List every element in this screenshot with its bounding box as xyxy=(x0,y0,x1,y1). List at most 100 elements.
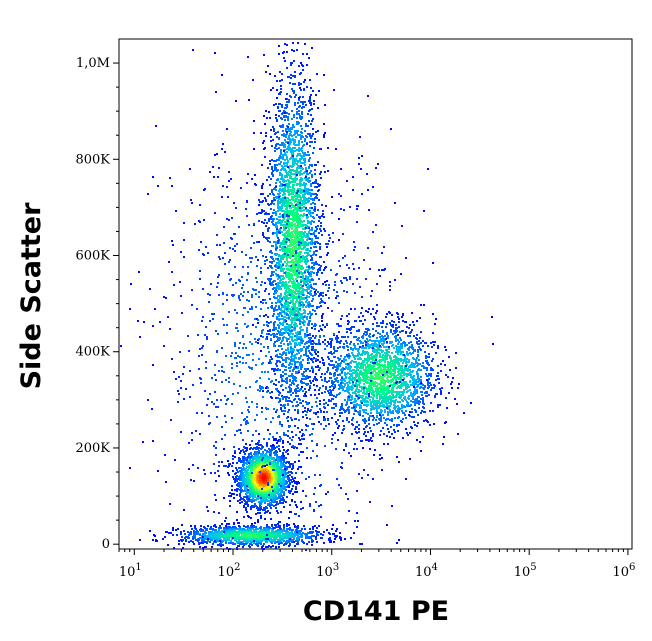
cell-event-point xyxy=(288,129,290,131)
cell-event-point xyxy=(239,495,241,497)
cell-event-point xyxy=(293,92,295,94)
cell-event-point xyxy=(305,301,307,303)
cell-event-point xyxy=(310,104,312,106)
cell-event-point xyxy=(306,154,308,156)
cell-event-point xyxy=(285,337,287,339)
cell-event-point xyxy=(239,489,241,491)
cell-event-point xyxy=(325,493,327,495)
cell-event-point xyxy=(271,368,273,370)
cell-event-point xyxy=(294,75,296,77)
cell-event-point xyxy=(302,200,304,202)
cell-event-point xyxy=(309,370,311,372)
cell-event-point xyxy=(313,193,315,195)
cell-event-point xyxy=(287,391,289,393)
cell-event-point xyxy=(317,209,319,211)
cell-event-point xyxy=(304,259,306,261)
cell-event-point xyxy=(293,280,295,282)
cell-event-point xyxy=(271,267,273,269)
cell-event-point xyxy=(274,488,276,490)
cell-event-point xyxy=(239,493,241,495)
cell-event-point xyxy=(315,179,317,181)
cell-event-point xyxy=(292,436,294,438)
cell-event-point xyxy=(325,294,327,296)
cell-event-point xyxy=(281,499,283,501)
cell-event-point xyxy=(267,167,269,169)
cell-event-point xyxy=(279,185,281,187)
cell-event-point xyxy=(240,467,242,469)
cell-event-point xyxy=(271,475,273,477)
cell-event-point xyxy=(298,286,300,288)
cell-event-point xyxy=(338,239,340,241)
cell-event-point xyxy=(309,279,311,281)
cell-event-point xyxy=(281,106,283,108)
cell-event-point xyxy=(314,169,316,171)
cell-event-point xyxy=(283,57,285,59)
cell-event-point xyxy=(290,148,292,150)
cell-event-point xyxy=(287,245,289,247)
cell-event-point xyxy=(273,313,275,315)
cell-event-point xyxy=(289,143,291,145)
cell-event-point xyxy=(241,475,243,477)
cell-event-point xyxy=(279,144,281,146)
cell-event-point xyxy=(278,318,280,320)
cell-event-point xyxy=(264,454,266,456)
cell-event-point xyxy=(309,98,311,100)
cell-event-point xyxy=(292,124,294,126)
cell-event-point xyxy=(294,491,296,493)
cell-event-point xyxy=(245,450,247,452)
cell-event-point xyxy=(302,69,304,71)
cell-event-point xyxy=(285,290,287,292)
cell-event-point xyxy=(295,278,297,280)
cell-event-point xyxy=(267,65,269,67)
cell-event-point xyxy=(303,220,305,222)
cell-event-point xyxy=(293,209,295,211)
cell-event-point xyxy=(290,511,292,513)
cell-event-point xyxy=(268,218,270,220)
cell-event-point xyxy=(269,505,271,507)
cell-event-point xyxy=(287,400,289,402)
cell-event-point xyxy=(315,131,317,133)
cell-event-point xyxy=(311,135,313,137)
cell-event-point xyxy=(248,516,250,518)
cell-event-point xyxy=(255,471,257,473)
cell-event-point xyxy=(278,381,280,383)
cell-event-point xyxy=(274,150,276,152)
cell-event-point xyxy=(302,416,304,418)
cell-event-point xyxy=(309,141,311,143)
cell-event-point xyxy=(254,174,256,176)
cell-event-point xyxy=(285,473,287,475)
cell-event-point xyxy=(241,501,243,503)
cell-event-point xyxy=(292,467,294,469)
cell-event-point xyxy=(264,449,266,451)
cell-event-point xyxy=(286,163,288,165)
cell-event-point xyxy=(280,85,282,87)
cell-event-point xyxy=(291,232,293,234)
cell-event-point xyxy=(246,471,248,473)
cell-event-point xyxy=(295,301,297,303)
cell-event-point xyxy=(243,496,245,498)
cell-event-point xyxy=(266,336,268,338)
cell-event-point xyxy=(300,83,302,85)
cell-event-point xyxy=(278,255,280,257)
cell-event-point xyxy=(283,449,285,451)
cell-event-point xyxy=(290,254,292,256)
cell-event-point xyxy=(285,306,287,308)
cell-event-point xyxy=(282,258,284,260)
cell-event-point xyxy=(313,252,315,254)
cell-event-point xyxy=(262,462,264,464)
cell-event-point xyxy=(282,240,284,242)
cell-event-point xyxy=(252,457,254,459)
cell-event-point xyxy=(323,416,325,418)
cell-event-point xyxy=(282,474,284,476)
cell-event-point xyxy=(286,482,288,484)
cell-event-point xyxy=(257,519,259,521)
cell-event-point xyxy=(292,493,294,495)
cell-event-point xyxy=(232,470,234,472)
cell-event-point xyxy=(288,409,290,411)
cell-event-point xyxy=(280,479,282,481)
cell-event-point xyxy=(287,226,289,228)
cell-event-point xyxy=(284,146,286,148)
cell-event-point xyxy=(275,117,277,119)
cell-event-point xyxy=(229,500,231,502)
cell-event-point xyxy=(278,147,280,149)
